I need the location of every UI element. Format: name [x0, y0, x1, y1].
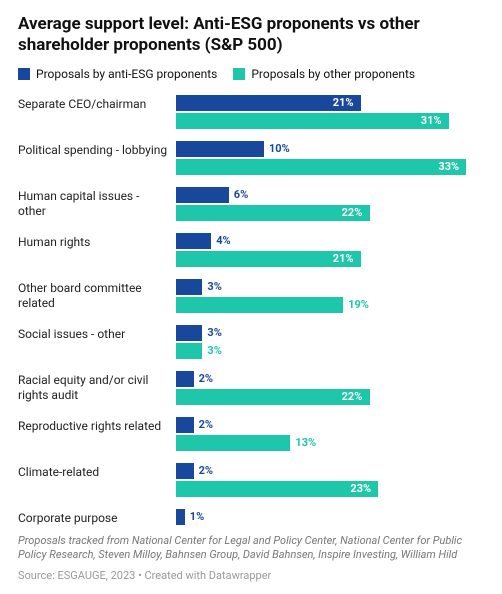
bar-value-label: 22% — [342, 206, 363, 219]
chart-source: Source: ESGAUGE, 2023 • Created with Dat… — [18, 569, 484, 582]
category-label: Corporate purpose — [18, 509, 176, 526]
bar-anti_esg: 21% — [176, 95, 484, 111]
bar-group: 21% 31% — [176, 95, 484, 129]
bar-rect — [176, 417, 194, 433]
bar-value-label: 23% — [350, 482, 371, 495]
bar-group: 2% 23% — [176, 463, 484, 497]
bar-group: 10% 33% — [176, 141, 484, 175]
bar-anti_esg: 3% — [176, 325, 484, 341]
bar-value-label: 21% — [333, 96, 354, 109]
bar-rect — [176, 481, 378, 497]
bar-rect — [176, 509, 185, 525]
chart-legend: Proposals by anti-ESG proponents Proposa… — [18, 67, 484, 81]
bar-others: 19% — [176, 297, 484, 313]
chart-row: Social issues - other3%3% — [18, 325, 484, 359]
bar-group: 1% — [176, 509, 484, 525]
chart-row: Corporate purpose 1% — [18, 509, 484, 526]
bar-value-label: 31% — [421, 114, 442, 127]
bar-anti_esg: 4% — [176, 233, 484, 249]
bar-rect — [176, 159, 466, 175]
chart-row: Climate-related 2% 23% — [18, 463, 484, 497]
bar-group: 3%3% — [176, 325, 484, 359]
chart-row: Racial equity and/or civil rights audit2… — [18, 371, 484, 405]
bar-others: 21% — [176, 251, 484, 267]
bar-value-label: 1% — [190, 510, 204, 523]
legend-label-others: Proposals by other proponents — [251, 67, 415, 81]
bar-others: 33% — [176, 159, 484, 175]
bar-value-label: 4% — [216, 234, 230, 247]
chart-row: Separate CEO/chairman 21% 31% — [18, 95, 484, 129]
chart-footnote: Proposals tracked from National Center f… — [18, 534, 484, 564]
bar-rect — [176, 463, 194, 479]
bar-value-label: 2% — [199, 372, 213, 385]
category-label: Other board committee related — [18, 279, 176, 311]
bar-rect — [176, 371, 194, 387]
bar-anti_esg: 10% — [176, 141, 484, 157]
category-label: Racial equity and/or civil rights audit — [18, 371, 176, 403]
bar-group: 4% 21% — [176, 233, 484, 267]
category-label: Human rights — [18, 233, 176, 250]
bar-others: 22% — [176, 205, 484, 221]
bar-value-label: 33% — [438, 160, 459, 173]
bar-rect — [176, 141, 264, 157]
bar-others: 22% — [176, 389, 484, 405]
chart-row: Political spending - lobbying 10% 33% — [18, 141, 484, 175]
legend-item-anti-esg: Proposals by anti-ESG proponents — [18, 67, 217, 81]
chart-title: Average support level: Anti-ESG proponen… — [18, 14, 484, 57]
category-label: Social issues - other — [18, 325, 176, 342]
bar-anti_esg: 2% — [176, 463, 484, 479]
bar-group: 6% 22% — [176, 187, 484, 221]
legend-swatch-others — [233, 68, 245, 80]
bar-rect — [176, 187, 229, 203]
bar-rect — [176, 279, 202, 295]
chart-row: Human capital issues - other 6% 22% — [18, 187, 484, 221]
bar-anti_esg: 6% — [176, 187, 484, 203]
bar-rect — [176, 389, 370, 405]
category-label: Political spending - lobbying — [18, 141, 176, 158]
bar-value-label: 19% — [348, 298, 369, 311]
category-label: Human capital issues - other — [18, 187, 176, 219]
bar-rect — [176, 233, 211, 249]
bar-anti_esg: 2% — [176, 371, 484, 387]
legend-swatch-anti-esg — [18, 68, 30, 80]
bar-rect — [176, 297, 343, 313]
bar-value-label: 2% — [199, 418, 213, 431]
bar-value-label: 21% — [333, 252, 354, 265]
bar-others: 3% — [176, 343, 484, 359]
legend-item-others: Proposals by other proponents — [233, 67, 415, 81]
bar-others: 13% — [176, 435, 484, 451]
bar-rect — [176, 113, 449, 129]
bar-others: 23% — [176, 481, 484, 497]
chart-row: Human rights 4% 21% — [18, 233, 484, 267]
chart-body: Separate CEO/chairman 21% 31% Political spe… — [18, 95, 484, 526]
chart-row: Reproductive rights related 2% 13% — [18, 417, 484, 451]
bar-value-label: 3% — [207, 280, 221, 293]
category-label: Climate-related — [18, 463, 176, 480]
bar-anti_esg: 1% — [176, 509, 484, 525]
category-label: Reproductive rights related — [18, 417, 176, 434]
chart-row: Other board committee related 3% 19% — [18, 279, 484, 313]
category-label: Separate CEO/chairman — [18, 95, 176, 112]
bar-rect — [176, 435, 290, 451]
bar-value-label: 13% — [295, 436, 316, 449]
bar-value-label: 6% — [234, 188, 248, 201]
bar-others: 31% — [176, 113, 484, 129]
bar-rect — [176, 325, 202, 341]
bar-rect — [176, 205, 370, 221]
bar-rect — [176, 343, 202, 359]
bar-anti_esg: 3% — [176, 279, 484, 295]
bar-group: 2% 22% — [176, 371, 484, 405]
bar-value-label: 3% — [207, 326, 221, 339]
bar-anti_esg: 2% — [176, 417, 484, 433]
bar-value-label: 10% — [269, 142, 290, 155]
bar-group: 3% 19% — [176, 279, 484, 313]
legend-label-anti-esg: Proposals by anti-ESG proponents — [36, 67, 217, 81]
bar-group: 2% 13% — [176, 417, 484, 451]
bar-value-label: 22% — [342, 390, 363, 403]
bar-value-label: 3% — [207, 344, 221, 357]
bar-value-label: 2% — [199, 464, 213, 477]
